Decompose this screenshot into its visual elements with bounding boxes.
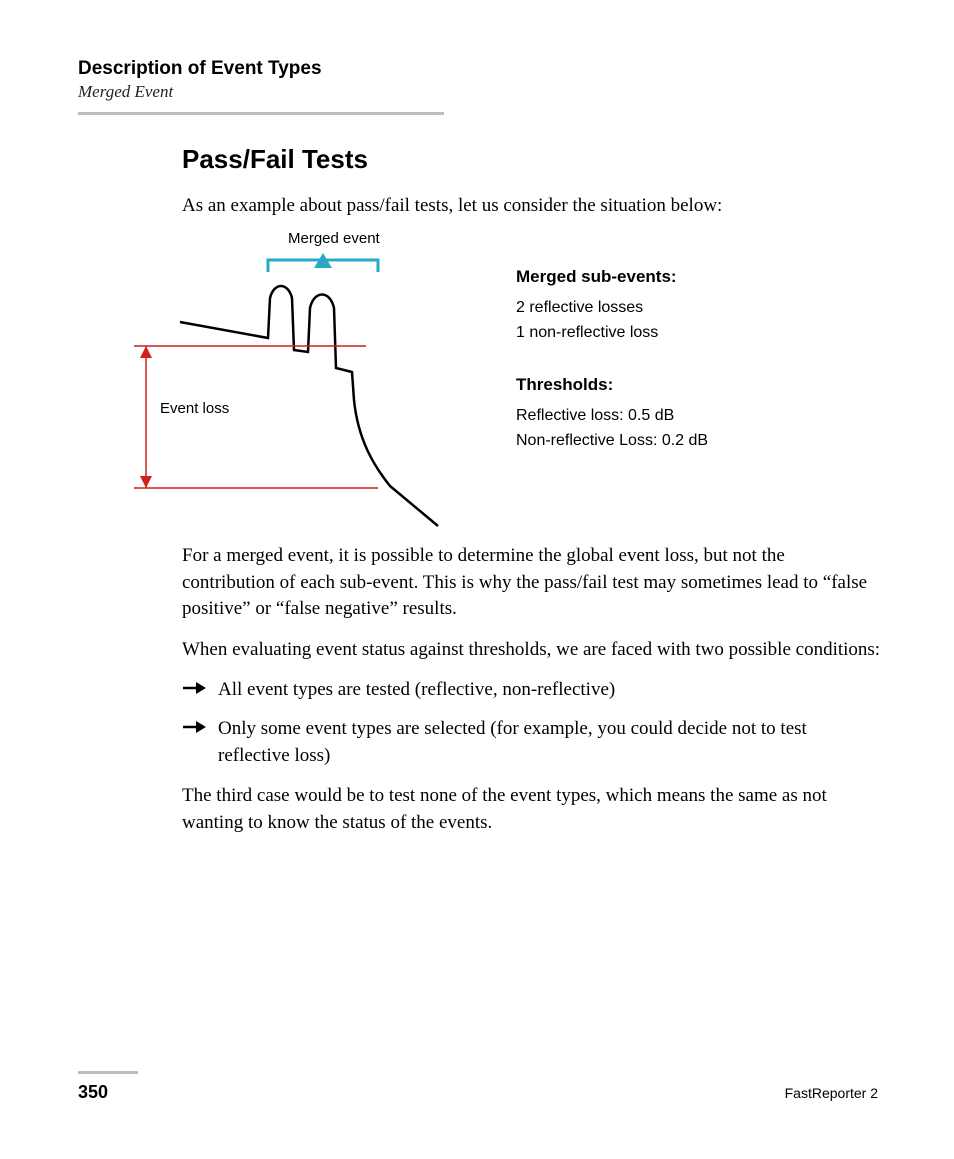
list-item-text: All event types are tested (reflective, … (218, 679, 615, 700)
footer-rule (78, 1071, 138, 1074)
side-info: Merged sub-events: 2 reflective losses 1… (516, 264, 876, 454)
page-number: 350 (78, 1082, 108, 1103)
list-item-text: Only some event types are selected (for … (218, 718, 807, 766)
header-rule (78, 112, 444, 115)
paragraph: For a merged event, it is possible to de… (182, 543, 882, 623)
merged-event-diagram: Merged event Event loss (118, 230, 458, 530)
page-footer: 350 FastReporter 2 (78, 1071, 878, 1103)
paragraph: When evaluating event status against thr… (182, 637, 882, 664)
thresholds-heading: Thresholds: (516, 372, 876, 398)
event-loss-arrow-up (140, 346, 152, 358)
paragraph: The third case would be to test none of … (182, 783, 882, 836)
header-subtitle: Merged Event (78, 82, 878, 102)
list-item: Only some event types are selected (for … (182, 716, 882, 769)
section-title: Pass/Fail Tests (182, 144, 368, 175)
bullet-list: All event types are tested (reflective, … (182, 677, 882, 769)
event-loss-arrow-down (140, 476, 152, 488)
section-intro: As an example about pass/fail tests, let… (182, 193, 882, 219)
document-name: FastReporter 2 (785, 1085, 878, 1101)
event-loss-label: Event loss (160, 400, 229, 417)
sub-events-heading: Merged sub-events: (516, 264, 876, 290)
thresholds-line: Non-reflective Loss: 0.2 dB (516, 429, 876, 454)
document-page: Description of Event Types Merged Event … (0, 0, 954, 1159)
page-header: Description of Event Types Merged Event (78, 58, 878, 115)
arrow-icon (182, 718, 206, 736)
merged-event-label: Merged event (288, 230, 380, 247)
header-title: Description of Event Types (78, 58, 878, 80)
sub-events-line: 1 non-reflective loss (516, 321, 876, 346)
list-item: All event types are tested (reflective, … (182, 677, 882, 704)
thresholds-line: Reflective loss: 0.5 dB (516, 404, 876, 429)
body-text: For a merged event, it is possible to de… (182, 543, 882, 850)
sub-events-line: 2 reflective losses (516, 296, 876, 321)
merged-event-svg (118, 230, 458, 530)
arrow-icon (182, 679, 206, 697)
footer-row: 350 FastReporter 2 (78, 1082, 878, 1103)
